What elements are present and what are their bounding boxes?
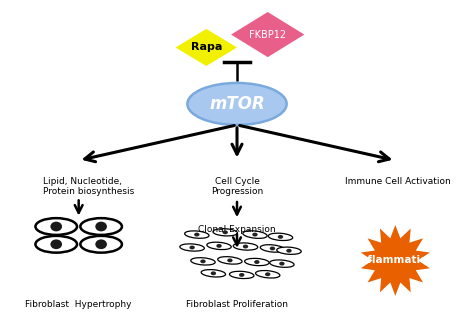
Text: Fibroblast Proliferation: Fibroblast Proliferation	[186, 300, 288, 309]
Ellipse shape	[207, 242, 231, 249]
Ellipse shape	[80, 218, 122, 235]
Ellipse shape	[201, 270, 226, 277]
Ellipse shape	[95, 239, 107, 249]
Ellipse shape	[270, 247, 275, 250]
Ellipse shape	[286, 249, 292, 253]
Ellipse shape	[180, 244, 204, 251]
Ellipse shape	[254, 260, 260, 264]
Ellipse shape	[216, 244, 222, 248]
Text: Immune Cell Activation: Immune Cell Activation	[345, 177, 451, 186]
Ellipse shape	[218, 257, 242, 264]
Polygon shape	[361, 225, 430, 296]
Text: Rapa: Rapa	[191, 42, 222, 52]
Polygon shape	[175, 29, 237, 66]
Ellipse shape	[80, 236, 122, 253]
Ellipse shape	[36, 218, 77, 235]
Ellipse shape	[213, 229, 237, 236]
Text: mTOR: mTOR	[209, 95, 265, 113]
Ellipse shape	[277, 247, 301, 254]
Text: Lipid, Nucleotide,
Protein biosynthesis: Lipid, Nucleotide, Protein biosynthesis	[43, 177, 135, 196]
Ellipse shape	[95, 222, 107, 231]
Text: Inflammation: Inflammation	[356, 255, 435, 265]
Ellipse shape	[245, 258, 269, 266]
Ellipse shape	[187, 83, 287, 125]
Ellipse shape	[239, 273, 245, 277]
Ellipse shape	[36, 236, 77, 253]
Ellipse shape	[252, 233, 258, 237]
Text: Cell Cycle
Progression: Cell Cycle Progression	[211, 177, 263, 196]
Ellipse shape	[190, 246, 195, 249]
Text: Clonal Expansion: Clonal Expansion	[198, 225, 276, 234]
Ellipse shape	[210, 271, 216, 275]
Ellipse shape	[201, 260, 206, 263]
Text: Fibroblast  Hypertrophy: Fibroblast Hypertrophy	[26, 300, 132, 309]
Ellipse shape	[279, 262, 284, 266]
Ellipse shape	[50, 239, 62, 249]
Ellipse shape	[191, 258, 215, 265]
Ellipse shape	[255, 271, 280, 278]
Polygon shape	[231, 12, 304, 57]
Ellipse shape	[270, 260, 294, 267]
Ellipse shape	[50, 222, 62, 231]
Ellipse shape	[265, 272, 271, 276]
Ellipse shape	[268, 233, 292, 240]
Ellipse shape	[260, 245, 284, 252]
Text: FKBP12: FKBP12	[249, 29, 286, 40]
Ellipse shape	[278, 235, 283, 239]
Ellipse shape	[194, 233, 200, 237]
Ellipse shape	[222, 230, 228, 234]
Ellipse shape	[243, 245, 248, 249]
Ellipse shape	[227, 259, 233, 262]
Ellipse shape	[229, 271, 254, 279]
Ellipse shape	[243, 231, 267, 238]
Ellipse shape	[233, 243, 258, 250]
Ellipse shape	[185, 231, 209, 238]
